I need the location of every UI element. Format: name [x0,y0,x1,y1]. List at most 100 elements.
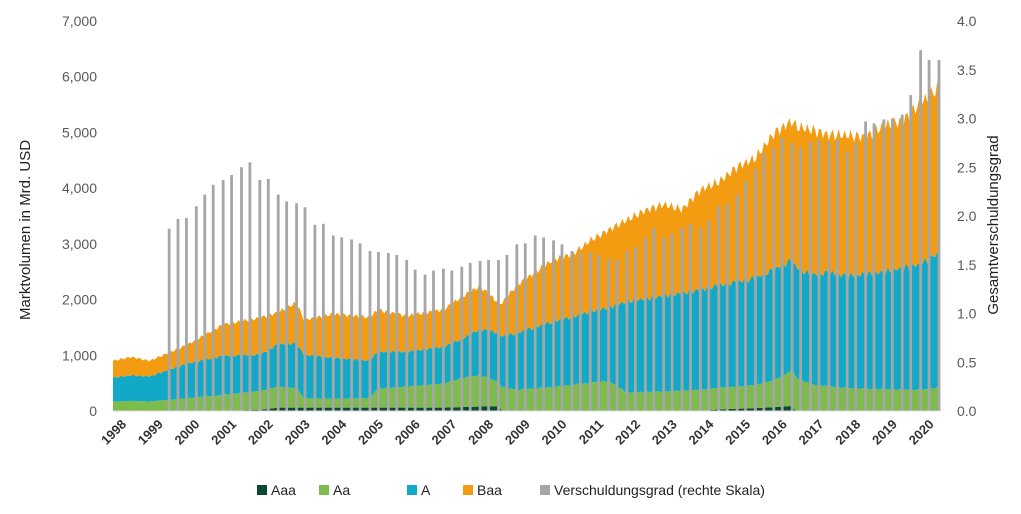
x-tick-label: 2002 [245,417,276,448]
y2-tick-label: 1.5 [957,257,977,273]
leverage-bar [515,244,519,411]
leverage-bar [597,255,601,411]
leverage-bar [405,259,409,412]
y2-tick-label: 0.0 [957,403,977,419]
leverage-bar [413,269,417,412]
leverage-bar [864,121,867,412]
leverage-bar [194,206,198,411]
leverage-bar [340,237,344,411]
x-tick-label: 2009 [502,417,533,448]
leverage-bar [276,194,280,411]
leverage-bar [221,179,225,411]
leverage-bar [570,251,574,411]
leverage-bar [386,253,390,411]
leverage-bar [817,139,821,411]
legend-label: Aa [333,482,350,498]
y2-tick-label: 0.5 [957,354,977,370]
leverage-bar [230,175,233,411]
leverage-bar [432,270,435,411]
leverage-bar [588,252,592,411]
leverage-bar [350,239,354,411]
leverage-bar [423,274,427,411]
leverage-bar [717,206,721,411]
leverage-bar [643,237,647,411]
leverage-bar [468,262,472,411]
y-tick-label: 3,000 [62,236,97,252]
x-tick-label: 1999 [135,417,166,448]
x-tick-label: 2008 [465,417,496,448]
leverage-bar [662,237,666,411]
legend-swatch [407,485,417,495]
leverage-bar [442,268,445,411]
x-tick-label: 2018 [832,417,863,448]
leverage-bar [854,142,858,412]
leverage-bar [927,60,931,411]
x-tick-label: 2011 [576,417,607,448]
y2-tick-label: 1.0 [957,306,977,322]
x-tick-label: 1998 [98,417,129,448]
x-tick-label: 2014 [685,416,717,448]
legend-label: Verschuldungsgrad (rechte Skala) [554,482,765,498]
leverage-bar [460,266,464,411]
leverage-bar [266,178,270,411]
leverage-bar [368,251,372,411]
leverage-bar [533,235,537,411]
x-axis-ticks: 1998 1999 2000 2001 2002 2003 2004 2005 2006 2007… [98,416,937,448]
leverage-bar [707,220,711,412]
leverage-bar [882,119,886,411]
leverage-bar [652,227,656,411]
leverage-bar [835,139,839,411]
legend-swatch [540,485,550,495]
x-tick-label: 2013 [649,417,680,448]
legend: Aaa Aa A Baa Verschuldungsgrad (rechte Skala… [257,482,765,498]
y2-tick-label: 3.5 [957,62,977,78]
leverage-bar [900,114,904,411]
leverage-bar [890,118,894,411]
leverage-bar [735,194,739,411]
leverage-bar [331,235,335,411]
leverage-bar [240,167,243,411]
y2-tick-label: 2.5 [957,159,977,175]
legend-swatch [257,485,267,495]
x-tick-label: 2000 [171,417,202,448]
leverage-bar [625,251,629,411]
x-tick-label: 2001 [208,417,239,448]
y-tick-label: 4,000 [62,180,97,196]
legend-label: Aaa [271,482,296,498]
y-tick-label: 7,000 [62,13,97,29]
leverage-bar [167,228,171,411]
leverage-bar [762,153,766,411]
y2-axis-title: Gesamtverschuldungsgrad [985,135,1002,314]
leverage-bar [542,237,546,411]
leverage-bar [185,217,188,411]
leverage-bar [725,204,729,411]
x-tick-label: 2007 [428,417,459,448]
leverage-bar [634,247,637,411]
x-tick-label: 2020 [906,417,937,448]
left-y-axis-ticks: 0 1,000 2,000 3,000 4,000 5,000 6,000 7,000 [62,13,97,419]
leverage-bar [607,258,610,411]
leverage-bar [377,252,380,411]
leverage-bar [744,180,747,411]
y-tick-label: 6,000 [62,69,97,85]
leverage-bars [167,50,941,412]
leverage-bar [258,179,262,411]
leverage-bar [478,260,482,411]
leverage-bar [321,223,325,411]
x-tick-label: 2010 [539,417,570,448]
leverage-bar [203,194,207,411]
leverage-bar [497,259,500,412]
leverage-bar [680,227,684,411]
leverage-bar [937,60,941,411]
right-y-axis-ticks: 0.0 0.5 1.0 1.5 2.0 2.5 3.0 3.5 4.0 [957,13,977,419]
x-tick-label: 2006 [392,417,423,448]
leverage-bar [523,243,527,411]
leverage-bar [560,244,564,411]
leverage-bar [578,253,582,411]
y-tick-label: 5,000 [62,124,97,140]
leverage-bar [303,207,307,411]
leverage-bar [845,151,849,411]
leverage-bar [487,259,490,412]
y2-tick-label: 4.0 [957,13,977,29]
